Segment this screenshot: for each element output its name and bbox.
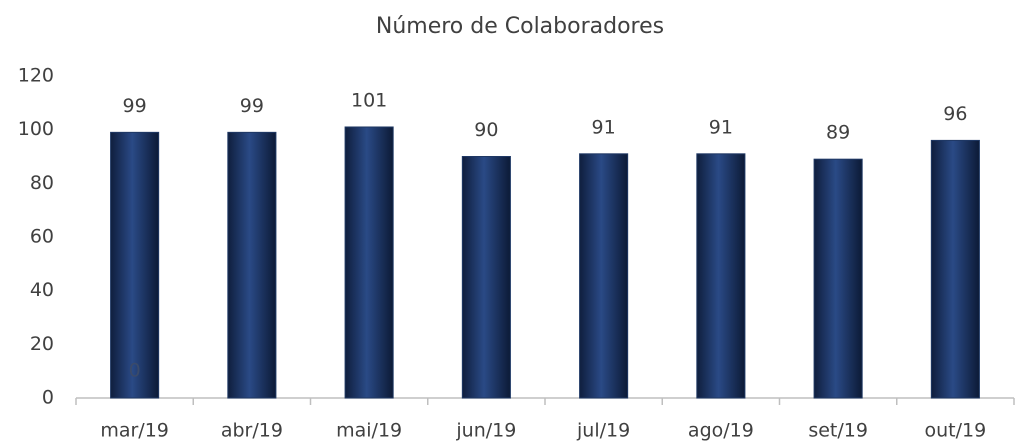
x-tick-label: ago/19 [688,420,754,442]
x-tick-label: set/19 [808,420,868,442]
value-label: 99 [240,95,264,117]
bar [579,153,629,399]
value-label: 91 [592,116,616,138]
chart-title: Número de Colaboradores [376,14,664,39]
value-label: 99 [123,95,147,117]
bar [110,131,160,399]
value-label: 89 [826,122,850,144]
bar [813,158,863,399]
bar [696,153,746,399]
bar [344,126,394,399]
annotation: 0 [129,360,141,382]
x-tick-label: jun/19 [455,420,516,442]
x-tick-label: jul/19 [576,420,630,442]
value-label: 101 [351,89,387,111]
bar [930,139,980,399]
y-tick-label: 100 [18,118,54,140]
value-label: 96 [943,103,967,125]
value-label: 91 [709,116,733,138]
y-tick-label: 40 [30,279,54,301]
y-tick-label: 0 [42,387,54,409]
y-tick-label: 80 [30,172,54,194]
y-tick-label: 60 [30,226,54,248]
x-tick-label: mar/19 [100,420,169,442]
y-tick-label: 120 [18,65,54,87]
bar [227,131,277,399]
y-tick-label: 20 [30,333,54,355]
x-tick-label: out/19 [925,420,987,442]
value-label: 90 [474,119,498,141]
x-tick-label: mai/19 [336,420,402,442]
bar [461,156,511,399]
x-tick-label: abr/19 [221,420,283,442]
